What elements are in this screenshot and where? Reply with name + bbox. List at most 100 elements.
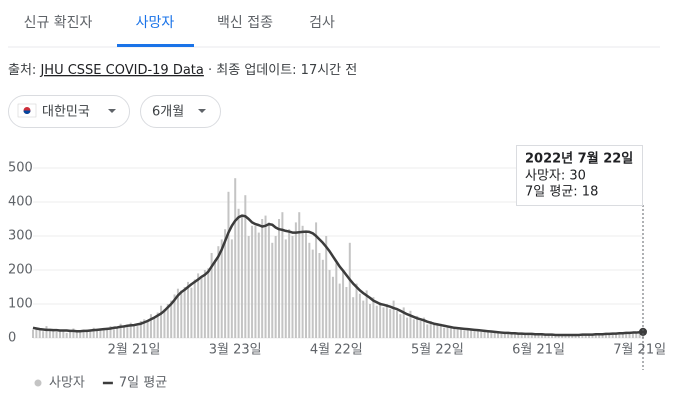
bar — [200, 276, 203, 338]
bar — [628, 333, 631, 338]
bar — [75, 331, 78, 338]
bar — [369, 304, 372, 338]
legend-dot — [34, 379, 42, 387]
bar — [547, 335, 550, 338]
bar — [193, 279, 196, 338]
bar — [183, 287, 186, 338]
source-link[interactable]: JHU CSSE COVID-19 Data — [39, 63, 203, 78]
y-tick-label: 100 — [8, 297, 33, 312]
bar — [551, 334, 554, 338]
bar — [89, 331, 92, 338]
bar — [352, 297, 355, 338]
bar — [220, 239, 223, 338]
bar — [331, 276, 334, 338]
bar — [321, 259, 324, 338]
bar — [608, 334, 611, 338]
tab[interactable]: 검사 — [309, 15, 335, 31]
bar — [621, 333, 624, 338]
bar — [234, 178, 237, 338]
bar — [618, 332, 621, 338]
bar — [207, 268, 210, 338]
bar — [382, 307, 385, 338]
bar — [146, 321, 149, 338]
bar — [372, 297, 375, 338]
bar — [460, 327, 463, 338]
tab[interactable]: 신규 확진자 — [24, 15, 93, 31]
bar — [604, 333, 607, 338]
bar — [274, 236, 277, 338]
bar — [48, 330, 51, 338]
x-tick-label: 4월 22일 — [310, 343, 363, 358]
bar — [92, 327, 95, 338]
y-tick-label: 300 — [8, 229, 33, 244]
bar — [304, 232, 307, 338]
bar — [267, 222, 270, 338]
bar — [591, 334, 594, 338]
bar — [45, 326, 48, 338]
country-dropdown[interactable] — [8, 95, 130, 128]
bar — [338, 283, 341, 338]
bar — [517, 333, 520, 338]
bar — [328, 270, 331, 338]
bar — [294, 222, 297, 338]
bar — [143, 319, 146, 338]
bar — [69, 330, 72, 338]
bar — [422, 317, 425, 338]
bar — [598, 333, 601, 338]
bar — [301, 225, 304, 338]
tooltip-line: 사망자: 30 — [525, 169, 586, 184]
tooltip-date: 2022년 7월 22일 — [525, 151, 633, 167]
x-tick-label: 5월 22일 — [411, 343, 464, 358]
bar — [79, 332, 82, 338]
bar — [311, 249, 314, 338]
dropdown-arrow — [108, 109, 116, 113]
tooltip — [516, 145, 643, 206]
bar — [527, 334, 530, 338]
bar — [557, 334, 560, 338]
bar — [446, 326, 449, 338]
bar — [197, 273, 200, 338]
bar — [106, 327, 109, 338]
bar — [251, 225, 254, 338]
bar — [584, 334, 587, 338]
bar — [480, 331, 483, 338]
bar — [240, 215, 243, 338]
bar — [493, 332, 496, 338]
bar — [65, 332, 68, 338]
range-dropdown[interactable] — [140, 95, 221, 128]
dropdown-arrow — [198, 109, 206, 113]
bar — [554, 335, 557, 338]
tab-selected[interactable]: 사망자 — [136, 15, 175, 31]
bar — [456, 329, 459, 338]
bar — [534, 334, 537, 338]
bar — [635, 332, 638, 338]
bar — [470, 329, 473, 338]
tab[interactable]: 백신 접종 — [217, 15, 273, 31]
bar — [530, 333, 533, 338]
bar — [433, 322, 436, 338]
source-label: 출처: — [8, 63, 36, 78]
bar — [497, 331, 500, 338]
bar — [510, 332, 513, 338]
bar — [72, 328, 75, 338]
bar — [358, 293, 361, 338]
bar — [342, 270, 345, 338]
bar — [42, 331, 45, 338]
bar — [308, 242, 311, 338]
bar — [119, 323, 122, 338]
bar — [463, 330, 466, 338]
bar — [35, 327, 38, 338]
flag-circle — [23, 110, 31, 115]
bar — [483, 329, 486, 338]
bar — [163, 309, 166, 338]
bar — [58, 329, 61, 338]
bar — [426, 324, 429, 338]
bar — [32, 329, 34, 338]
bar — [166, 304, 169, 338]
hover-point — [639, 327, 647, 336]
bar — [264, 215, 267, 338]
bar — [567, 334, 570, 338]
bar — [247, 236, 250, 338]
bar — [237, 208, 240, 338]
